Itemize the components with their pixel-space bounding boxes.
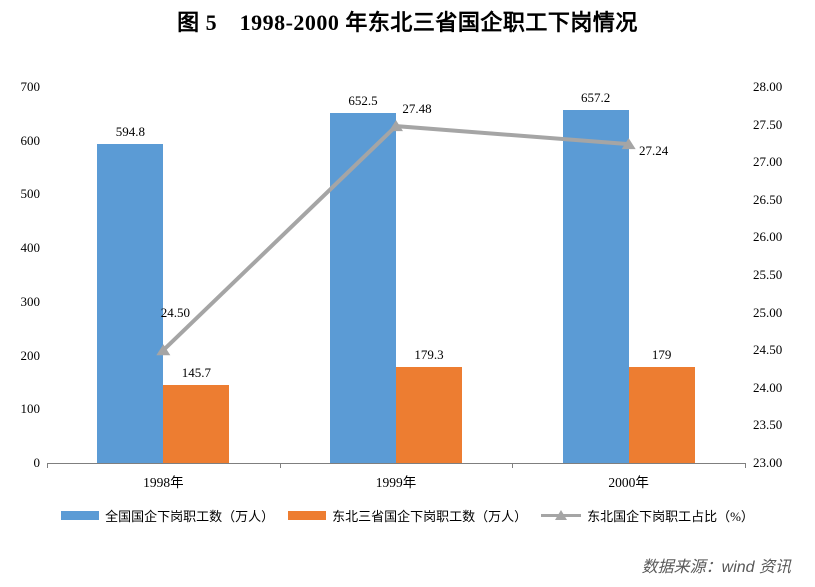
y-axis-right-tick-label: 27.00	[753, 154, 783, 170]
bar-value-label: 594.8	[115, 123, 145, 139]
x-axis-category-label: 1998年	[143, 475, 184, 490]
legend-item-label: 全国国企下岗职工数（万人）	[105, 509, 275, 524]
y-axis-right-tick-label: 28.00	[753, 79, 783, 94]
legend-bar-swatch	[288, 511, 327, 520]
chart-legend: 全国国企下岗职工数（万人） 东北三省国企下岗职工数（万人） 东北国企下岗职工占比（%…	[0, 506, 815, 525]
y-axis-left-tick-label: 400	[20, 240, 41, 256]
line-point-label: 24.50	[160, 305, 190, 321]
y-axis-right-tick-label: 24.00	[753, 379, 783, 395]
bar	[628, 366, 695, 463]
legend-item: 东北三省国企下岗职工数（万人）	[288, 506, 527, 525]
bar	[97, 143, 164, 463]
bar-value-label: 179.3	[414, 346, 444, 362]
y-axis-left-tick-label: 700	[20, 79, 41, 94]
ratio-line	[161, 124, 629, 352]
legend-item-label: 东北国企下岗职工占比（%）	[587, 509, 754, 524]
y-axis-right-tick-label: 24.50	[753, 342, 783, 358]
bar	[330, 112, 396, 463]
bar-value-label: 657.2	[581, 89, 611, 105]
legend-triangle-icon	[555, 510, 568, 520]
data-source-note: 数据来源：wind 资讯	[641, 559, 791, 576]
y-axis-right-tick-label: 27.50	[753, 116, 783, 132]
y-axis-left-tick-label: 200	[20, 347, 41, 363]
bar	[163, 384, 230, 463]
y-axis-left-tick-label: 300	[20, 293, 41, 309]
y-axis-left-tick-label: 600	[20, 132, 41, 148]
chart-title: 图 5 1998-2000 年东北三省国企职工下岗情况	[177, 10, 638, 35]
y-axis-left-tick-label: 500	[20, 186, 41, 202]
bar-value-label: 145.7	[181, 364, 211, 380]
x-axis-category-label: 1999年	[375, 475, 417, 490]
bar-value-label: 179	[651, 346, 672, 362]
legend-bar-swatch	[61, 511, 100, 520]
y-axis-right-tick-label: 25.00	[753, 304, 783, 320]
legend-item-label: 东北三省国企下岗职工数（万人）	[332, 509, 528, 524]
x-axis-tick	[512, 463, 514, 468]
bar	[562, 109, 629, 463]
y-axis-left-tick-label: 0	[33, 455, 41, 470]
bar-value-label: 652.5	[348, 92, 378, 108]
legend-item: 全国国企下岗职工数（万人）	[61, 506, 274, 525]
x-axis-tick	[47, 463, 48, 468]
y-axis-right-tick-label: 26.00	[753, 229, 783, 245]
x-axis-tick	[745, 463, 746, 468]
y-axis-left-tick-label: 100	[20, 401, 41, 417]
bar	[396, 366, 462, 463]
line-point-label: 27.48	[402, 101, 432, 117]
x-axis-line	[47, 463, 745, 464]
y-axis-right-tick-label: 26.50	[753, 191, 783, 207]
legend-item: 东北国企下岗职工占比（%）	[541, 506, 754, 525]
y-axis-right-tick-label: 23.00	[753, 455, 783, 470]
y-axis-right-tick-label: 25.50	[753, 267, 783, 282]
line-point-label: 27.24	[639, 143, 669, 159]
y-axis-right-tick-label: 23.50	[753, 417, 783, 433]
x-axis-category-label: 2000年	[608, 475, 649, 490]
legend-line-marker	[541, 510, 582, 521]
x-axis-tick	[279, 463, 281, 468]
